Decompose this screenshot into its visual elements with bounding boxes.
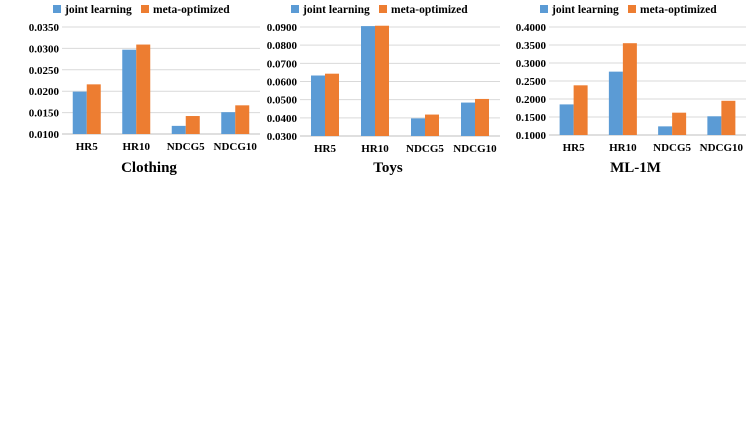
bar-meta-optimized-HR5 xyxy=(86,84,101,134)
bar-joint-learning-NDCG5 xyxy=(171,125,186,134)
legend-swatch-1 xyxy=(141,5,149,13)
y-tick-label: 0.0400 xyxy=(267,113,298,125)
legend-label-1: meta-optimized xyxy=(153,4,230,16)
bar-joint-learning-NDCG10 xyxy=(461,102,475,136)
bar-meta-optimized-NDCG10 xyxy=(475,98,489,136)
bar-meta-optimized-HR10 xyxy=(136,44,151,134)
y-tick-label: 0.0250 xyxy=(29,65,60,77)
y-tick-label: 0.0100 xyxy=(29,129,60,141)
bar-joint-learning-NDCG10 xyxy=(707,116,722,135)
legend-swatch-0 xyxy=(53,5,61,13)
bar-joint-learning-HR5 xyxy=(311,75,325,136)
bar-joint-learning-NDCG5 xyxy=(411,118,425,136)
legend-label-0: joint learning xyxy=(64,4,132,16)
bar-joint-learning-NDCG10 xyxy=(221,112,236,134)
y-tick-label: 0.0700 xyxy=(267,58,298,70)
legend: joint learning meta-optimized xyxy=(291,4,468,16)
legend-swatch-0 xyxy=(540,5,548,13)
bar-meta-optimized-NDCG5 xyxy=(425,114,439,136)
chart-title: ML-1M xyxy=(610,160,661,176)
bar-meta-optimized-HR10 xyxy=(622,43,637,136)
chart-0: joint learning meta-optimized 0.0100 0.0150… xyxy=(29,4,260,176)
bar-joint-learning-HR5 xyxy=(559,104,574,135)
y-tick-label: 0.3500 xyxy=(516,40,547,52)
x-tick-label: HR10 xyxy=(123,141,151,153)
bar-meta-optimized-HR5 xyxy=(325,73,339,136)
bar-joint-learning-NDCG5 xyxy=(658,126,673,135)
legend-label-1: meta-optimized xyxy=(391,4,468,16)
bar-joint-learning-HR5 xyxy=(72,91,87,134)
bar-meta-optimized-NDCG5 xyxy=(185,116,200,134)
chart-title: Clothing xyxy=(121,160,177,176)
x-tick-label: HR10 xyxy=(361,143,389,155)
legend-swatch-1 xyxy=(628,5,636,13)
x-tick-label: HR10 xyxy=(609,142,637,154)
x-tick-label: NDCG5 xyxy=(406,143,444,155)
bar-meta-optimized-NDCG5 xyxy=(672,112,687,135)
y-tick-label: 0.0900 xyxy=(267,22,298,34)
legend-swatch-0 xyxy=(291,5,299,13)
y-tick-label: 0.2000 xyxy=(516,94,547,106)
bar-joint-learning-HR10 xyxy=(608,71,623,135)
y-tick-label: 0.0350 xyxy=(29,22,60,34)
bar-joint-learning-HR10 xyxy=(122,49,137,134)
x-tick-label: NDCG5 xyxy=(653,142,691,154)
y-tick-label: 0.0150 xyxy=(29,108,60,120)
y-tick-label: 0.0800 xyxy=(267,40,298,52)
legend-label-0: joint learning xyxy=(302,4,370,16)
x-tick-label: NDCG10 xyxy=(214,141,258,153)
bar-meta-optimized-HR10 xyxy=(375,25,389,136)
bar-joint-learning-HR10 xyxy=(361,26,375,136)
chart-1: joint learning meta-optimized 0.0300 0.0400… xyxy=(267,4,500,176)
chart-2: joint learning meta-optimized 0.1000 0.1500… xyxy=(516,4,746,176)
y-tick-label: 0.3000 xyxy=(516,58,547,70)
y-tick-label: 0.0600 xyxy=(267,77,298,89)
bar-meta-optimized-HR5 xyxy=(573,85,588,135)
y-tick-label: 0.0500 xyxy=(267,95,298,107)
legend-label-1: meta-optimized xyxy=(640,4,717,16)
y-tick-label: 0.0300 xyxy=(267,131,298,143)
legend-swatch-1 xyxy=(379,5,387,13)
y-tick-label: 0.2500 xyxy=(516,76,547,88)
y-tick-label: 0.1500 xyxy=(516,112,547,124)
y-tick-label: 0.0300 xyxy=(29,43,60,55)
legend: joint learning meta-optimized xyxy=(53,4,230,16)
y-tick-label: 0.4000 xyxy=(516,22,547,34)
bar-meta-optimized-NDCG10 xyxy=(235,105,250,134)
legend: joint learning meta-optimized xyxy=(540,4,717,16)
chart-title: Toys xyxy=(373,160,403,176)
x-tick-label: HR5 xyxy=(314,143,337,155)
y-tick-label: 0.1000 xyxy=(516,130,547,142)
legend-label-0: joint learning xyxy=(551,4,619,16)
y-tick-label: 0.0200 xyxy=(29,86,60,98)
x-tick-label: HR5 xyxy=(76,141,99,153)
x-tick-label: HR5 xyxy=(563,142,586,154)
x-tick-label: NDCG10 xyxy=(453,143,497,155)
x-tick-label: NDCG5 xyxy=(167,141,205,153)
x-tick-label: NDCG10 xyxy=(700,142,744,154)
bar-meta-optimized-NDCG10 xyxy=(721,100,736,135)
